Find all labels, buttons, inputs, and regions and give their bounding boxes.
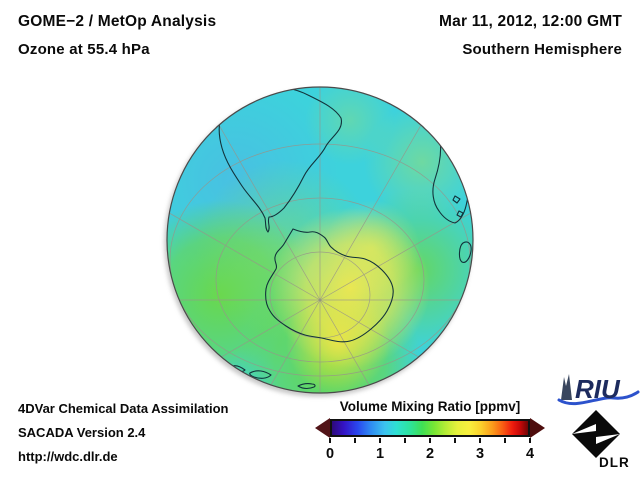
riu-swoosh <box>557 390 640 406</box>
cathedral-icon <box>561 374 572 400</box>
colorbar-overflow-arrow <box>530 418 545 438</box>
colorbar-underflow-arrow <box>315 418 330 438</box>
colorbar-minor-ticks <box>329 438 531 444</box>
coastline-bottom-islet <box>297 383 316 389</box>
dlr-logo: DLR <box>572 410 630 470</box>
dlr-emblem-cut-upper <box>572 424 596 434</box>
title-datetime: Mar 11, 2012, 12:00 GMT <box>439 13 622 30</box>
footer-url: http://wdc.dlr.de <box>18 449 118 464</box>
south-pole-point <box>318 298 322 302</box>
coastline-small-islands <box>452 195 464 218</box>
colorbar-gradient <box>330 419 530 437</box>
coastline-guinea-arc <box>367 87 396 88</box>
coastline-south-america <box>218 87 343 233</box>
colorbar-title: Volume Mixing Ratio [ppmv] <box>339 399 521 414</box>
title-product: Ozone at 55.4 hPa <box>18 41 150 58</box>
colorbar-tick-0: 0 <box>325 446 335 462</box>
colorbar-tick-1: 1 <box>375 446 385 462</box>
dlr-emblem-cut-lower <box>596 434 620 444</box>
globe-map <box>166 86 474 394</box>
globe-limb <box>166 86 474 394</box>
dlr-emblem-icon <box>572 410 620 458</box>
riu-logo-text: RIU <box>575 374 621 404</box>
footer-version: SACADA Version 2.4 <box>18 425 146 440</box>
title-instrument: GOME−2 / MetOp Analysis <box>18 13 217 30</box>
coastline-antarctica <box>265 228 394 343</box>
dlr-logo-text: DLR <box>599 455 630 470</box>
colorbar-tick-2: 2 <box>425 446 435 462</box>
title-hemisphere: Southern Hemisphere <box>462 41 622 58</box>
colorbar-tick-4: 4 <box>525 446 535 462</box>
colorbar-tick-labels: 0 1 2 3 4 <box>326 446 534 464</box>
footer-assimilation: 4DVar Chemical Data Assimilation <box>18 401 229 416</box>
colorbar-tick-3: 3 <box>475 446 485 462</box>
riu-logo: RIU <box>557 374 640 406</box>
coastline-madagascar <box>458 241 472 263</box>
